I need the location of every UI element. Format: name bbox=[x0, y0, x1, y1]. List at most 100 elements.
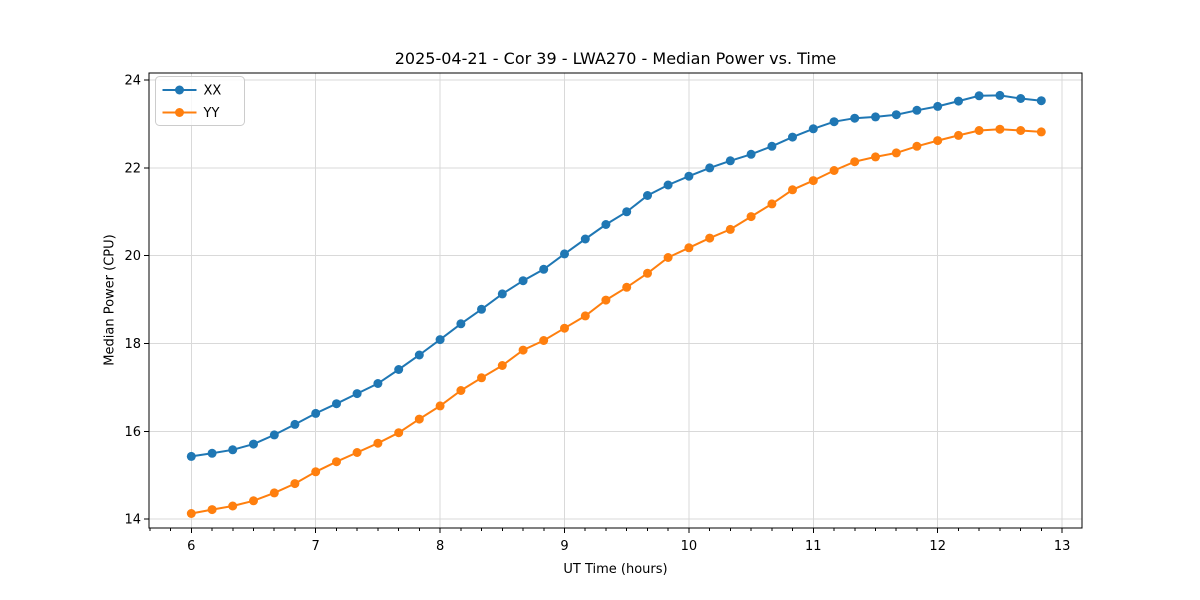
data-point-YY bbox=[829, 166, 839, 175]
data-point-XX bbox=[290, 419, 300, 429]
legend-label: YY bbox=[203, 106, 220, 121]
data-point-YY bbox=[788, 185, 797, 195]
data-point-XX bbox=[1036, 96, 1046, 106]
data-point-XX bbox=[477, 304, 486, 314]
data-point-YY bbox=[643, 268, 652, 278]
data-point-YY bbox=[518, 345, 528, 355]
data-point-YY bbox=[207, 505, 217, 515]
x-axis-ticks bbox=[149, 528, 1063, 533]
data-point-YY bbox=[767, 199, 777, 209]
data-point-XX bbox=[539, 264, 549, 274]
axes-box bbox=[148, 72, 1083, 529]
series-XX bbox=[186, 90, 1046, 461]
y-tick-label: 18 bbox=[124, 337, 141, 352]
y-tick-labels: 14 16 18 20 22 24 bbox=[124, 74, 141, 528]
series-line-YY bbox=[191, 128, 1042, 515]
x-axis-label: UT Time (hours) bbox=[563, 562, 668, 577]
data-point-XX bbox=[746, 149, 756, 159]
data-point-XX bbox=[249, 439, 258, 449]
data-point-XX bbox=[186, 451, 196, 461]
data-point-YY bbox=[850, 157, 860, 167]
data-point-XX bbox=[601, 220, 611, 229]
x-tick-label: 8 bbox=[436, 539, 444, 554]
data-point-YY bbox=[249, 496, 258, 506]
y-axis-ticks bbox=[144, 79, 149, 520]
legend: XX YY bbox=[155, 76, 245, 126]
data-point-XX bbox=[332, 399, 341, 409]
data-point-YY bbox=[228, 501, 238, 511]
data-point-YY bbox=[746, 212, 756, 222]
y-tick-label: 24 bbox=[124, 74, 141, 89]
data-point-XX bbox=[414, 350, 424, 360]
data-point-YY bbox=[186, 509, 196, 518]
x-tick-label: 13 bbox=[1054, 539, 1071, 554]
data-point-XX bbox=[622, 207, 632, 217]
data-point-YY bbox=[1036, 127, 1046, 137]
data-point-XX bbox=[373, 379, 383, 388]
data-point-XX bbox=[269, 430, 279, 440]
data-point-XX bbox=[435, 335, 445, 345]
data-point-XX bbox=[518, 276, 528, 286]
data-point-YY bbox=[995, 124, 1005, 134]
data-point-YY bbox=[974, 126, 984, 135]
data-point-XX bbox=[767, 141, 777, 151]
data-point-XX bbox=[871, 112, 880, 122]
data-point-YY bbox=[352, 448, 362, 457]
x-tick-labels: 6 7 8 9 10 11 12 13 bbox=[187, 539, 1070, 554]
data-point-XX bbox=[808, 124, 818, 134]
data-point-XX bbox=[933, 101, 943, 111]
data-point-YY bbox=[725, 224, 735, 234]
data-point-XX bbox=[352, 389, 362, 399]
data-point-YY bbox=[622, 282, 632, 292]
data-point-XX bbox=[560, 249, 569, 259]
data-point-YY bbox=[414, 414, 424, 424]
data-point-YY bbox=[373, 438, 383, 448]
data-point-YY bbox=[933, 136, 943, 146]
data-point-YY bbox=[912, 141, 922, 151]
data-point-XX bbox=[974, 91, 984, 101]
data-point-XX bbox=[207, 448, 217, 458]
data-point-YY bbox=[456, 386, 466, 395]
data-point-XX bbox=[725, 156, 735, 166]
data-point-YY bbox=[497, 361, 507, 370]
data-point-XX bbox=[311, 408, 321, 418]
data-point-XX bbox=[394, 365, 404, 374]
data-point-XX bbox=[705, 163, 715, 173]
x-tick-label: 12 bbox=[929, 539, 946, 554]
legend-box bbox=[155, 76, 245, 126]
y-tick-label: 20 bbox=[124, 249, 141, 264]
data-point-XX bbox=[850, 113, 860, 123]
data-point-XX bbox=[663, 180, 673, 190]
data-point-XX bbox=[228, 445, 238, 455]
chart-title: 2025-04-21 - Cor 39 - LWA270 - Median Po… bbox=[394, 49, 837, 68]
data-point-XX bbox=[829, 117, 839, 127]
legend-item-YY: YY bbox=[162, 106, 220, 121]
x-tick-label: 11 bbox=[805, 539, 822, 554]
data-point-XX bbox=[684, 171, 694, 181]
y-tick-label: 14 bbox=[124, 513, 141, 528]
data-point-XX bbox=[643, 191, 652, 200]
legend-marker bbox=[175, 85, 184, 95]
data-point-XX bbox=[580, 234, 590, 244]
legend-marker bbox=[175, 108, 184, 117]
data-point-YY bbox=[580, 311, 590, 321]
legend-item-XX: XX bbox=[162, 84, 222, 99]
data-point-XX bbox=[954, 96, 963, 106]
data-point-XX bbox=[912, 105, 922, 115]
x-tick-label: 10 bbox=[681, 539, 698, 554]
data-point-XX bbox=[497, 289, 507, 299]
data-point-YY bbox=[332, 457, 341, 467]
data-point-YY bbox=[663, 253, 673, 262]
data-point-XX bbox=[456, 319, 466, 329]
data-point-YY bbox=[539, 336, 549, 345]
data-point-XX bbox=[788, 132, 797, 142]
legend-label: XX bbox=[204, 84, 222, 99]
y-tick-label: 16 bbox=[124, 425, 141, 440]
data-point-YY bbox=[560, 323, 569, 333]
data-point-XX bbox=[995, 90, 1005, 100]
data-point-YY bbox=[954, 130, 963, 140]
data-point-YY bbox=[311, 467, 321, 477]
data-point-YY bbox=[705, 233, 715, 243]
